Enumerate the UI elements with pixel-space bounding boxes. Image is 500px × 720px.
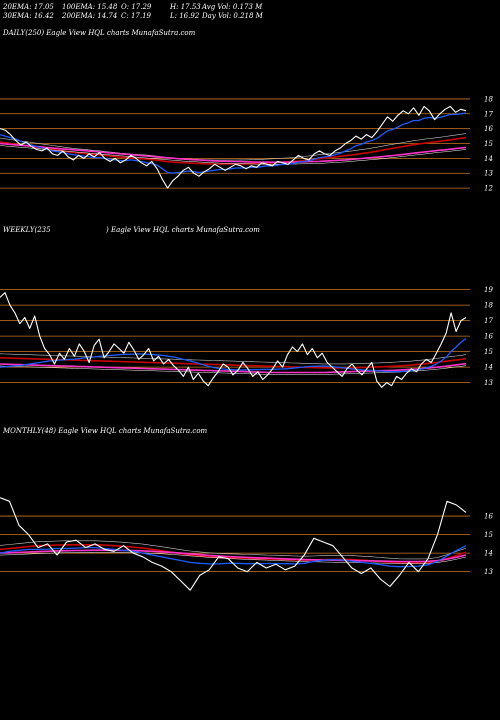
weekly-panel-label-right: ) Eagle View HQL charts MunafaSutra.com — [106, 226, 260, 234]
weekly-price-line — [0, 292, 467, 388]
weekly-ema-band-line — [0, 353, 467, 365]
daily-ema-pink-line — [0, 142, 467, 163]
weekly-ytick-label: 14 — [484, 364, 493, 372]
header-low: L: 16.92 — [170, 12, 200, 20]
monthly-price-line — [0, 497, 467, 591]
daily-price-line — [0, 105, 467, 189]
monthly-ema-band-line-2 — [0, 551, 467, 564]
daily-panel-label: DAILY(250) Eagle View HQL charts MunafaS… — [3, 29, 196, 37]
weekly-ytick-label: 15 — [484, 348, 493, 356]
monthly-panel-label: MONTHLY(48) Eagle View HQL charts Munafa… — [3, 427, 208, 435]
monthly-ema-pink-line — [0, 549, 467, 563]
header-ema30: 30EMA: 16.42 — [3, 12, 54, 20]
weekly-ema-fast-line — [0, 337, 467, 373]
header-ema200: 200EMA: 14.74 — [62, 12, 118, 20]
weekly-ytick-label: 19 — [484, 286, 493, 294]
header-ema20: 20EMA: 17.05 — [3, 3, 54, 11]
monthly-ema-red-line — [0, 543, 467, 564]
header-avg-vol: Avg Vol: 0.173 M — [202, 3, 263, 11]
weekly-ytick-label: 16 — [484, 333, 493, 341]
daily-chart-panel: 12 13 14 15 16 17 18 — [0, 95, 493, 193]
daily-ema-band-line — [0, 133, 467, 161]
weekly-ytick-label: 18 — [484, 302, 493, 310]
daily-ytick-label: 13 — [484, 170, 493, 178]
daily-ytick-label: 12 — [484, 185, 493, 193]
daily-ytick-label: 18 — [484, 95, 493, 103]
weekly-ytick-label: 17 — [484, 317, 493, 325]
header-day-vol: Day Vol: 0.218 M — [202, 12, 263, 20]
header-close: C: 17.19 — [121, 12, 151, 20]
header-high: H: 17.53 — [170, 3, 201, 11]
monthly-chart-panel: 13 14 15 16 — [0, 497, 493, 591]
monthly-ytick-label: 15 — [484, 531, 493, 539]
daily-ema-red-line — [0, 136, 467, 165]
monthly-ytick-label: 16 — [484, 513, 493, 521]
weekly-ytick-label: 13 — [484, 379, 493, 387]
weekly-ema-red-line — [0, 357, 467, 369]
monthly-ytick-label: 13 — [484, 568, 493, 576]
weekly-chart-panel: 13 14 15 16 17 18 19 — [0, 286, 493, 388]
daily-ytick-label: 17 — [484, 110, 493, 118]
weekly-panel-label-left: WEEKLY(235 — [3, 226, 51, 234]
header-ema100: 100EMA: 15.48 — [62, 3, 118, 11]
daily-ytick-label: 15 — [484, 140, 493, 148]
daily-ema-fast-line — [0, 112, 467, 174]
daily-ytick-label: 14 — [484, 155, 493, 163]
weekly-ema-pink-line — [0, 362, 467, 374]
header-open: O: 17.29 — [121, 3, 152, 11]
monthly-ytick-label: 14 — [484, 550, 493, 558]
daily-ytick-label: 16 — [484, 125, 493, 133]
daily-ema-band-line-2 — [0, 145, 467, 165]
weekly-ema-band-line-2 — [0, 365, 467, 375]
